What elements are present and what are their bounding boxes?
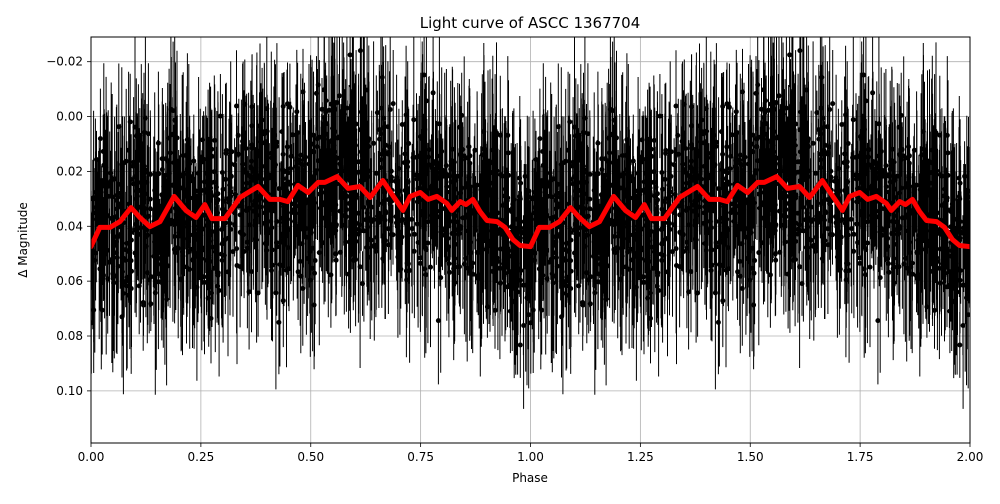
y-tick-label: −0.02 xyxy=(46,55,83,69)
y-tick-label: 0.00 xyxy=(56,110,83,124)
x-tick-label: 0.75 xyxy=(407,450,434,464)
x-tick-label: 0.00 xyxy=(78,450,105,464)
model-curve xyxy=(91,174,970,250)
chart-title: Light curve of ASCC 1367704 xyxy=(420,14,641,32)
y-tick-label: 0.06 xyxy=(56,274,83,288)
x-tick-label: 0.25 xyxy=(188,450,215,464)
y-axis-label: Δ Magnitude xyxy=(16,202,30,278)
y-tick-label: 0.08 xyxy=(56,329,83,343)
x-tick-label: 1.00 xyxy=(517,450,544,464)
x-tick-label: 1.25 xyxy=(627,450,654,464)
y-axis-ticks: −0.02 0.00 0.02 0.04 0.06 0.08 0.10 xyxy=(46,55,91,398)
x-axis-ticks: 0.00 0.25 0.50 0.75 1.00 1.25 1.50 1.75 2.00 xyxy=(78,443,984,464)
x-tick-label: 2.00 xyxy=(957,450,984,464)
y-tick-label: 0.10 xyxy=(56,384,83,398)
x-tick-label: 1.50 xyxy=(737,450,764,464)
x-tick-label: 0.50 xyxy=(297,450,324,464)
x-tick-label: 1.75 xyxy=(847,450,874,464)
y-tick-label: 0.04 xyxy=(56,219,83,233)
x-axis-label: Phase xyxy=(512,471,548,485)
y-tick-label: 0.02 xyxy=(56,164,83,178)
